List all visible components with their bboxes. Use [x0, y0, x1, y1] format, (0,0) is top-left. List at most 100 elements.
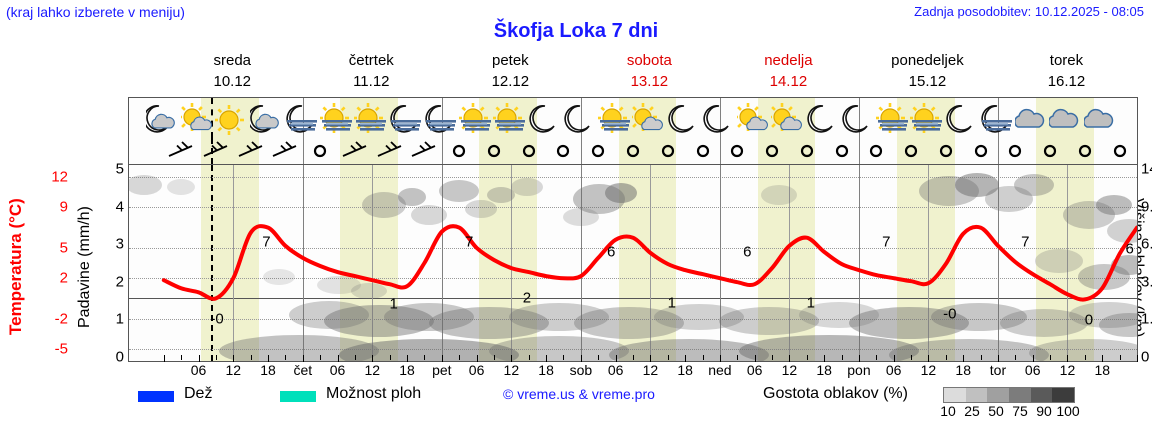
cloud-density-tick: 90	[1036, 403, 1052, 419]
day-min-temp-label: 1	[667, 294, 676, 312]
weather-icon-moon	[528, 100, 564, 136]
weather-icon-sun-cloud	[632, 100, 668, 136]
weather-icon-sun-fog	[319, 100, 356, 136]
wind-barb	[411, 140, 437, 162]
day-max-temp-label: 7	[262, 233, 271, 251]
x-axis-tick	[563, 355, 565, 360]
day-date: 13.12	[630, 73, 669, 90]
x-axis-label: 18	[677, 362, 693, 378]
copyright-link[interactable]: © vreme.us & vreme.pro	[503, 386, 655, 402]
noon-gridline	[928, 165, 930, 361]
x-axis-tick	[980, 355, 982, 360]
day-max-temp-label: 7	[882, 233, 891, 251]
x-axis-label: 18	[816, 362, 832, 378]
temperature-axis-title: Temperatura (°C)	[6, 198, 25, 336]
horizontal-gridline	[129, 318, 1137, 320]
day-separator	[858, 138, 860, 164]
wind-calm-circle	[620, 140, 646, 162]
cloud-density-tick: 50	[988, 403, 1004, 419]
x-axis-label: 06	[746, 362, 763, 378]
wind-calm-circle	[863, 140, 889, 162]
weather-icon-strip	[129, 98, 1137, 138]
x-axis-tick	[389, 355, 391, 360]
x-axis-label: 12	[642, 362, 659, 378]
x-axis-label: tor	[989, 362, 1007, 378]
page-title: Škofja Loka 7 dni	[493, 20, 659, 42]
daylight-band	[340, 165, 399, 361]
x-axis-label: 06	[190, 362, 207, 378]
x-axis-tick	[250, 355, 252, 360]
x-axis-labels: 06 12 18 čet 06 12 18 pet 06 12 18 sob 06 12 18 ned 06 12…	[129, 362, 1137, 382]
noon-gridline	[372, 165, 374, 361]
wind-calm-circle	[794, 140, 820, 162]
day-separator	[858, 98, 860, 138]
precipitation-tick: 3	[115, 235, 124, 253]
day-separator	[580, 165, 582, 361]
x-axis-tick	[198, 355, 200, 362]
temperature-tick: 9	[59, 198, 68, 216]
noon-gridline	[1067, 165, 1069, 361]
wind-calm-circle	[1037, 140, 1063, 162]
weather-icon-moon-cloud	[145, 100, 182, 136]
temperature-tick: -2	[54, 310, 68, 328]
weather-icon-moon	[667, 100, 703, 136]
wind-calm-circle	[898, 140, 924, 162]
wind-calm-circle	[481, 140, 507, 162]
day-header-četrtek: četrtek 11.12	[311, 50, 431, 92]
wind-barb	[377, 140, 403, 162]
day-date: 14.12	[769, 73, 808, 90]
day-min-temp-label: 1	[389, 295, 398, 313]
weather-icon-sun	[215, 100, 251, 136]
weather-icon-sun-fog	[493, 100, 529, 136]
x-axis-tick	[719, 355, 721, 362]
day-name: sreda	[213, 52, 252, 69]
day-separator	[997, 98, 999, 138]
x-axis-label: 06	[885, 362, 902, 378]
day-max-temp-label: 6	[743, 243, 752, 261]
x-axis-tick	[1119, 355, 1121, 360]
x-axis-tick	[876, 355, 878, 360]
noon-gridline	[789, 165, 791, 361]
horizontal-gridline	[129, 348, 1137, 350]
x-axis-label: 06	[329, 362, 346, 378]
x-axis-tick	[546, 355, 548, 362]
wind-calm-circle	[1107, 140, 1133, 162]
day-max-temp-label: 7	[465, 233, 474, 251]
x-axis-tick	[997, 355, 999, 362]
daylight-band	[1035, 165, 1094, 361]
wind-calm-circle	[585, 140, 611, 162]
zero-degree-line	[129, 298, 1137, 300]
x-axis-tick	[685, 355, 687, 362]
x-axis-label: 06	[468, 362, 485, 378]
wind-calm-circle	[307, 140, 333, 162]
showers-legend-label: Možnost ploh	[326, 385, 422, 402]
x-axis-tick	[459, 355, 461, 360]
x-axis-tick	[824, 355, 826, 362]
weather-icon-moon-fog	[424, 100, 460, 136]
x-axis-tick	[615, 355, 617, 362]
cloud-density-colorbar	[943, 387, 1075, 403]
day-header-sreda: sreda 10.12	[172, 50, 292, 92]
x-axis-tick	[893, 355, 895, 362]
precipitation-axis-title: Padavine (mm/h)	[76, 206, 93, 328]
x-axis-tick	[1102, 355, 1104, 362]
wind-calm-circle	[550, 140, 576, 162]
wind-calm-circle	[724, 140, 750, 162]
location-menu-hint[interactable]: (kraj lahko izberete v meniju)	[6, 4, 185, 20]
cloud-density-legend-label: Gostota oblakov (%)	[763, 385, 908, 402]
wind-barb	[168, 140, 194, 162]
current-time-line	[210, 165, 213, 361]
precipitation-axis-ticks: 5 4 3 2 1 0	[100, 161, 126, 366]
day-max-temp-label: 7	[1021, 233, 1030, 251]
cloud-height-tick: 0	[1141, 348, 1150, 366]
day-separator	[997, 165, 999, 361]
wind-calm-circle	[690, 140, 716, 162]
wind-calm-circle	[516, 140, 542, 162]
wind-barb	[203, 140, 229, 162]
x-axis-tick	[511, 355, 513, 362]
day-min-temp-label: 2	[522, 289, 532, 307]
x-axis-tick	[945, 355, 947, 360]
showers-legend-swatch	[280, 391, 316, 402]
x-axis-label: pet	[432, 362, 452, 378]
last-update-label: Zadnja posodobitev: 10.12.2025 - 08:05	[914, 4, 1144, 19]
